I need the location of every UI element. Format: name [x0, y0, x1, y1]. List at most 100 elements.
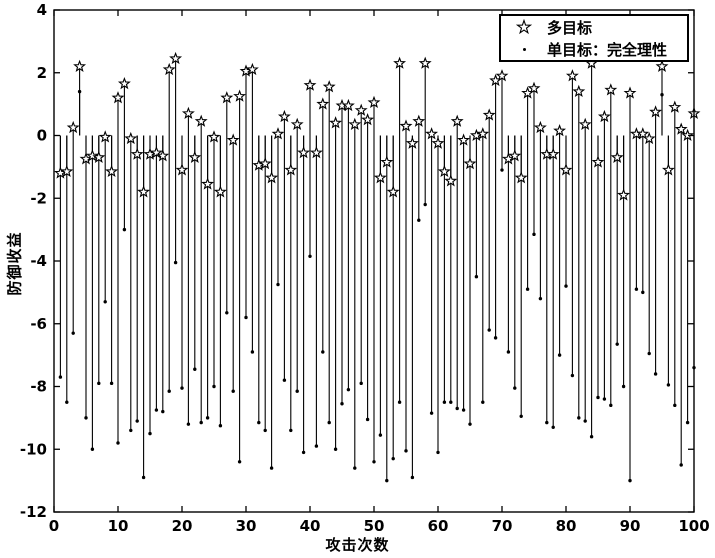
- dot-marker: [436, 450, 440, 455]
- dot-marker: [679, 463, 683, 467]
- x-tick-label: 40: [300, 517, 321, 535]
- dot-marker: [282, 378, 287, 382]
- star-marker: [572, 84, 586, 98]
- x-tick-label: 0: [49, 517, 59, 535]
- star-marker: [341, 98, 355, 112]
- legend-label-single-objective: 单目标：完全理性: [547, 40, 668, 59]
- dot-marker: [500, 168, 504, 172]
- dot-marker: [295, 389, 299, 393]
- star-marker: [290, 117, 304, 131]
- star-marker: [175, 163, 189, 176]
- dot-marker: [97, 381, 101, 386]
- star-marker: [226, 133, 240, 146]
- star-marker: [553, 124, 567, 137]
- dot-marker: [84, 416, 88, 420]
- dot-marker: [493, 336, 498, 340]
- dot-marker: [167, 389, 171, 393]
- dot-marker: [116, 441, 120, 445]
- star-marker: [444, 174, 458, 187]
- star-marker: [149, 145, 163, 159]
- dot-marker: [122, 227, 127, 232]
- star-marker: [156, 149, 170, 162]
- star-marker: [309, 145, 323, 159]
- star-marker: [508, 149, 522, 162]
- star-marker: [463, 156, 477, 170]
- dot-marker: [538, 296, 543, 301]
- star-marker: [181, 106, 195, 120]
- dot-marker: [180, 386, 184, 390]
- star-marker: [431, 136, 445, 149]
- dot-marker: [628, 478, 632, 483]
- star-marker: [476, 127, 490, 140]
- dot-marker: [205, 416, 210, 420]
- star-marker: [220, 91, 234, 104]
- dot-marker: [589, 435, 594, 439]
- dot-marker: [570, 373, 575, 378]
- star-marker: [533, 120, 547, 134]
- star-marker: [373, 171, 387, 184]
- dot-marker: [641, 290, 645, 295]
- dot-marker: [634, 287, 639, 291]
- star-marker: [617, 188, 631, 201]
- y-tick-label: -4: [30, 252, 47, 270]
- dot-marker: [276, 282, 280, 287]
- star-marker: [636, 127, 650, 140]
- star-marker: [169, 51, 183, 65]
- dot-marker: [353, 466, 357, 470]
- x-tick-label: 60: [428, 517, 449, 535]
- dot-marker: [244, 315, 248, 320]
- star-marker: [642, 131, 656, 145]
- star-marker: [277, 109, 291, 123]
- star-marker: [412, 114, 426, 127]
- dot-marker: [685, 420, 690, 425]
- dot-marker: [666, 383, 671, 387]
- star-marker: [117, 76, 131, 90]
- dot-marker: [231, 389, 235, 393]
- y-tick-label: -2: [30, 189, 47, 207]
- dot-marker: [525, 287, 530, 291]
- star-marker: [565, 69, 579, 82]
- dot-marker: [468, 422, 472, 426]
- dot-marker: [647, 351, 651, 356]
- star-marker: [399, 119, 413, 132]
- star-marker: [207, 130, 221, 143]
- star-marker: [130, 147, 144, 160]
- star-marker: [604, 83, 618, 96]
- star-marker: [437, 164, 451, 178]
- star-marker: [258, 156, 272, 170]
- star-marker: [380, 155, 394, 168]
- dot-marker: [237, 460, 242, 464]
- dot-marker: [397, 400, 402, 404]
- dot-marker: [410, 475, 415, 480]
- dot-marker: [257, 420, 261, 425]
- star-marker: [623, 86, 637, 99]
- dot-marker: [583, 419, 587, 423]
- x-axis-label: 攻击次数: [325, 536, 390, 554]
- dot-marker: [449, 400, 453, 404]
- star-marker: [425, 127, 439, 140]
- star-marker: [265, 171, 279, 184]
- star-marker: [655, 59, 669, 72]
- dot-marker: [602, 397, 607, 401]
- star-marker: [188, 150, 202, 163]
- star-marker: [92, 150, 106, 163]
- star-marker: [450, 114, 464, 127]
- y-tick-label: -10: [20, 440, 47, 458]
- dot-marker: [609, 403, 613, 408]
- x-tick-label: 50: [364, 517, 385, 535]
- dot-marker: [385, 478, 389, 483]
- star-marker: [418, 56, 432, 69]
- star-marker: [303, 78, 317, 91]
- dot-marker: [673, 403, 677, 408]
- dot-marker: [653, 372, 658, 376]
- star-marker: [681, 128, 695, 141]
- star-marker: [546, 147, 560, 160]
- star-marker: [194, 114, 208, 127]
- dot-marker: [621, 384, 626, 389]
- x-tick-label: 100: [678, 517, 709, 535]
- dot-marker: [557, 353, 562, 357]
- star-marker: [348, 117, 362, 131]
- dot-marker: [615, 342, 619, 346]
